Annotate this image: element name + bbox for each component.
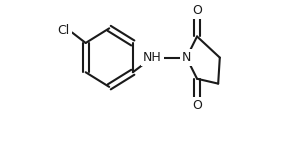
Text: O: O	[192, 4, 202, 17]
Text: N: N	[182, 51, 191, 64]
Text: O: O	[192, 99, 202, 112]
Text: Cl: Cl	[58, 24, 70, 37]
Text: O: O	[192, 99, 202, 112]
Text: Cl: Cl	[58, 24, 70, 37]
Text: NH: NH	[143, 51, 162, 64]
Text: O: O	[192, 4, 202, 17]
Text: N: N	[182, 51, 191, 64]
Text: NH: NH	[143, 51, 162, 64]
